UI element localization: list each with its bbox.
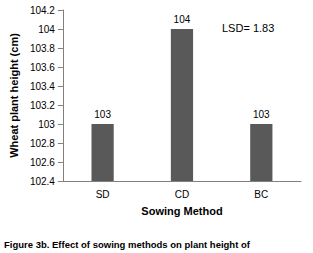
svg-text:CD: CD (175, 189, 189, 200)
svg-text:104: 104 (38, 24, 55, 35)
svg-text:Wheat plant height (cm): Wheat plant height (cm) (8, 33, 20, 158)
svg-text:103: 103 (38, 119, 55, 130)
svg-text:103: 103 (94, 109, 111, 120)
svg-text:LSD= 1.83: LSD= 1.83 (222, 22, 274, 34)
svg-text:102.6: 102.6 (30, 157, 55, 168)
svg-text:103.8: 103.8 (30, 43, 55, 54)
svg-text:SD: SD (96, 189, 110, 200)
svg-text:102.8: 102.8 (30, 138, 55, 149)
svg-text:103.2: 103.2 (30, 100, 55, 111)
svg-text:103.6: 103.6 (30, 62, 55, 73)
svg-text:104: 104 (174, 14, 191, 25)
svg-text:102.4: 102.4 (30, 176, 55, 187)
svg-text:Figure 3b. Effect of sowing me: Figure 3b. Effect of sowing methods on p… (4, 239, 251, 250)
svg-text:BC: BC (254, 189, 268, 200)
svg-text:103.4: 103.4 (30, 81, 55, 92)
svg-text:103: 103 (253, 109, 270, 120)
svg-text:Sowing Method: Sowing Method (141, 205, 222, 217)
svg-text:104.2: 104.2 (30, 5, 55, 16)
